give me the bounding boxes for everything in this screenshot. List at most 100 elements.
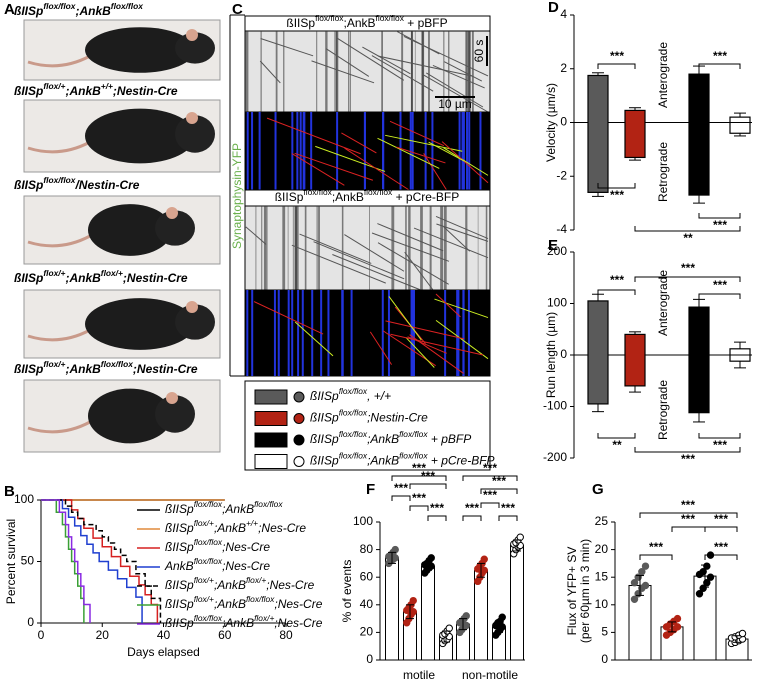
data-point [641, 581, 650, 590]
kymo-moving [435, 215, 489, 240]
legend-text-part: , +/+ [367, 389, 391, 403]
side-label: Synaptophysin-YFP [230, 143, 244, 249]
data-point [498, 613, 506, 621]
significance-bracket [671, 526, 706, 532]
genotype-caption-part: ;AnkB [65, 271, 101, 285]
box [624, 109, 646, 159]
genotype-caption: ßIISpflox/+;AnkB+/+;Nestin-Cre [14, 81, 178, 98]
kymo-moving [260, 37, 314, 57]
genotype-caption-part: ;AnkB [65, 362, 101, 376]
data-point [706, 573, 715, 581]
data-point [673, 614, 682, 623]
genotype-caption-part: ßIISp [14, 84, 43, 98]
data-point [695, 590, 704, 598]
legend-text-part: flox/+ [194, 594, 214, 604]
significance: *** [610, 49, 624, 63]
genotype-caption-part: flox/flox [43, 175, 75, 185]
y-tick-label: 40 [360, 597, 374, 611]
time-scale: 60 s [472, 40, 486, 63]
significance: *** [713, 278, 727, 292]
trace-moving [253, 301, 324, 335]
bar [421, 565, 435, 661]
y-tick-label: 2 [560, 61, 567, 75]
kymo-moving [444, 61, 483, 82]
mouse-head [155, 395, 195, 433]
kymo-moving [291, 244, 386, 284]
data-point [630, 579, 639, 587]
y-axis-label: Flux of YFP+ SV [565, 547, 579, 636]
legend-text-part: ßIISp [165, 502, 194, 516]
legend-text-part: flox/flox [246, 594, 275, 604]
kymo-header-text-part: ßIISp [286, 16, 315, 30]
legend-text-part: ;Nestin-Cre [367, 411, 428, 425]
kymo-header-text-part: flox/flox [376, 13, 405, 23]
legend-text-part: flox/flox [194, 537, 223, 547]
significance: *** [681, 261, 695, 275]
mouse-ear [166, 207, 178, 219]
legend-text-part: flox/flox [339, 386, 368, 396]
panel-label: B [4, 483, 15, 500]
direction-label: Retrograde [656, 142, 670, 202]
legend-text-part: flox/flox [194, 613, 223, 623]
legend-text-part: ßIISp [310, 432, 339, 446]
significance: *** [713, 49, 727, 63]
significance-bracket [704, 526, 738, 532]
legend-text-part: + pBFP [428, 432, 472, 446]
y-tick-label: 100 [353, 514, 373, 528]
legend-dot [293, 434, 305, 446]
trace-moving [443, 147, 489, 176]
survival-curve [41, 499, 91, 623]
trace-moving [377, 137, 440, 169]
legend-text: ßIISpflox/flox;Nestin-Cre [310, 408, 428, 425]
genotype-caption-part: ;AnkB [65, 84, 101, 98]
legend-text-part: + pCre-BFP [428, 454, 495, 468]
data-point [445, 624, 453, 632]
data-point [409, 596, 417, 605]
data-point [638, 567, 646, 576]
significance: *** [714, 540, 728, 554]
genotype-caption-part: flox/+ [43, 359, 65, 369]
legend-text: ßIISpflox/flox;AnkBflox/flox + pBFP [310, 429, 471, 446]
y-tick-label: -100 [543, 399, 567, 413]
significance-bracket [634, 226, 741, 232]
kymo-moving [332, 254, 421, 291]
legend-swatch [254, 411, 288, 426]
kymograph [244, 205, 491, 291]
trace-moving [390, 333, 484, 356]
genotype-caption: ßIISpflox/+;AnkBflox/+;Nestin-Cre [14, 268, 188, 285]
significance-bracket [639, 554, 673, 560]
y-tick-label: -4 [556, 222, 567, 236]
legend-text-part: flox/flox [399, 429, 428, 439]
mouse-head [175, 115, 215, 153]
genotype-caption-part: +/+ [101, 81, 113, 91]
data-point [641, 562, 650, 570]
significance-bracket [480, 488, 518, 494]
legend-text-part: flox/flox [339, 408, 368, 418]
trace-moving [428, 141, 465, 162]
significance: *** [394, 481, 408, 495]
data-point [630, 595, 639, 603]
legend-text-part: ;AnkB [214, 578, 246, 592]
box [688, 73, 710, 196]
genotype-caption-part: ;Nestin-Cre [133, 362, 198, 376]
legend-text: ßIISpflox/+;AnkBflox/flox;Nes-Cre [165, 594, 323, 611]
y-tick-label: 15 [595, 569, 609, 583]
legend-swatch [254, 432, 288, 448]
trace-moving [396, 146, 446, 164]
kymo-moving [299, 233, 372, 264]
significance: *** [412, 491, 426, 505]
kymo-moving [404, 251, 434, 291]
genotype-caption-part: flox/flox [43, 1, 75, 11]
x-tick-label: motile [403, 668, 435, 682]
trace-moving [266, 117, 361, 155]
significance: *** [483, 461, 497, 475]
kymo-header-text-part: ;AnkB [343, 16, 375, 30]
legend-text-part: flox/flox [254, 499, 283, 509]
legend-text: ßIISpflox/+;AnkBflox/+;Nes-Cre [165, 575, 315, 592]
significance-bracket [462, 515, 482, 521]
legend-text-part: flox/flox [339, 429, 368, 439]
data-point [738, 629, 747, 638]
legend-dot [293, 456, 305, 467]
panel-label: C [232, 1, 243, 18]
significance-bracket [391, 495, 411, 501]
